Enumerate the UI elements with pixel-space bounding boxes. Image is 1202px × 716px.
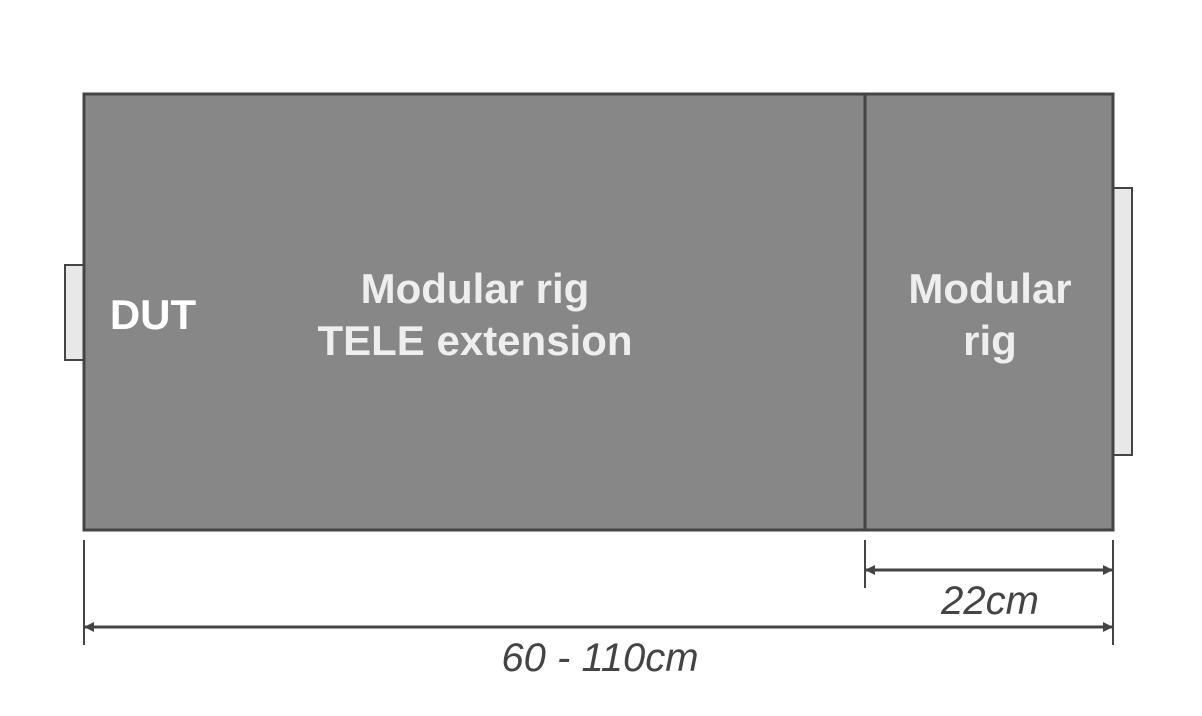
- rig-label-line2: rig: [963, 317, 1017, 364]
- extension-label-line1: Modular rig: [361, 265, 590, 312]
- extension-box: [82, 92, 867, 532]
- left-tab: [64, 264, 85, 361]
- total-length-label: 60 - 110cm: [501, 636, 698, 680]
- modular-rig-box: [863, 92, 1115, 532]
- right-tab: [1112, 187, 1133, 456]
- dut-label: DUT: [110, 291, 197, 338]
- rig-width-label: 22cm: [940, 579, 1039, 623]
- extension-label-line2: TELE extension: [317, 317, 632, 364]
- rig-label-line1: Modular: [908, 265, 1071, 312]
